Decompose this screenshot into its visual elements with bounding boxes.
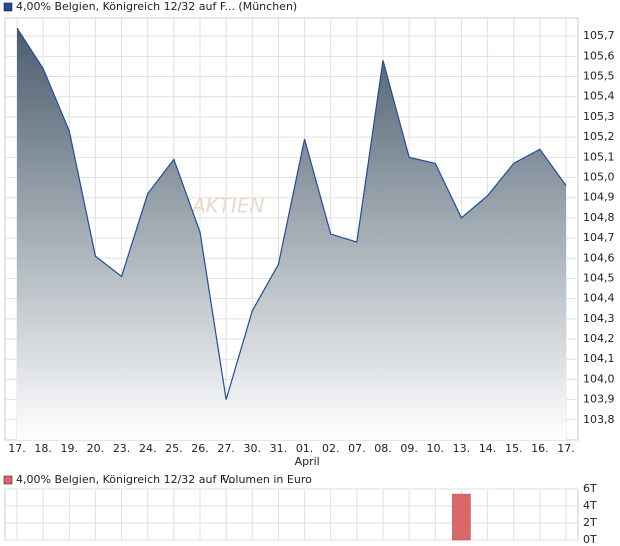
y-tick-label: 104,8 [583,211,615,224]
y-tick-label: 105,6 [583,49,615,62]
y-tick-label: 103,8 [583,413,615,426]
x-tick-label: 16. [531,442,549,455]
x-tick-label: 30. [244,442,262,455]
legend-swatch [3,475,13,485]
legend-swatch [3,2,13,12]
x-tick-label: 17. [8,442,26,455]
y-tick-label: 104,6 [583,251,615,264]
x-tick-label: 23. [113,442,131,455]
x-tick-label: 27. [217,442,235,455]
x-tick-label: 07. [348,442,366,455]
line [16,27,567,400]
y-tick-label: 104,0 [583,372,615,385]
y-tick-label: 105,5 [583,70,615,83]
y-tick-label: 105,0 [583,171,615,184]
y-tick-label: 104,3 [583,312,615,325]
x-tick-label: 18. [34,442,52,455]
x-tick-label: 17. [557,442,575,455]
y-tick-label: 104,9 [583,191,615,204]
y-tick-label: 6T [583,482,597,495]
x-tick-label: 15. [505,442,523,455]
x-tick-label: 02. [322,442,340,455]
area [17,28,566,440]
x-tick-label: 09. [400,442,418,455]
watermark: AKTIEN [190,194,265,218]
x-tick-label: 19. [61,442,79,455]
y-tick-label: 105,4 [583,90,615,103]
y-tick-label: 104,4 [583,292,615,305]
x-tick-label: 10. [427,442,445,455]
y-tick-label: 104,2 [583,332,615,345]
x-tick-label: 13. [453,442,471,455]
y-tick-label: 4T [583,499,597,512]
x-tick-label: 24. [139,442,157,455]
x-tick-label: 20. [87,442,105,455]
unit-label: Volumen in Euro [222,473,312,486]
y-tick-label: 105,2 [583,130,615,143]
x-tick-label: 01. [296,442,314,455]
month-label: April [295,455,320,468]
y-tick-label: 104,7 [583,231,615,244]
y-tick-label: 105,1 [583,150,615,163]
legend-label: 4,00% Belgien, Königreich 12/32 auf F... [16,473,235,486]
x-tick-label: 14. [479,442,497,455]
y-tick-label: 105,3 [583,110,615,123]
y-tick-label: 103,9 [583,393,615,406]
y-tick-label: 0T [583,533,597,546]
y-tick-label: 104,5 [583,271,615,284]
y-tick-label: 2T [583,516,597,529]
x-tick-label: 08. [374,442,392,455]
legend-label: 4,00% Belgien, Königreich 12/32 auf F...… [16,0,297,13]
x-tick-label: 26. [191,442,209,455]
y-tick-label: 104,1 [583,352,615,365]
x-tick-label: 25. [165,442,183,455]
bar [452,493,471,541]
y-tick-label: 105,7 [583,29,615,42]
plot-frame [4,488,579,541]
x-tick-label: 31. [270,442,288,455]
